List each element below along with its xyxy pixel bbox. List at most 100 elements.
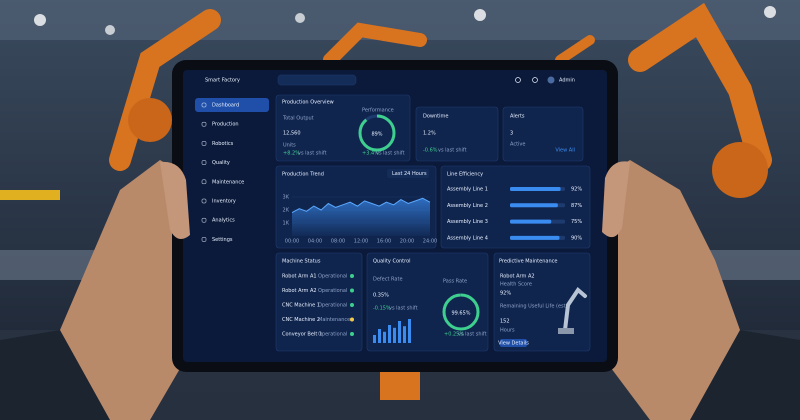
user-name[interactable]: Admin bbox=[559, 78, 575, 84]
x-tick-label: 24:00 bbox=[423, 239, 437, 245]
gauge-value: 89% bbox=[371, 132, 382, 138]
gauge-arc bbox=[358, 114, 396, 152]
status-dot bbox=[350, 288, 354, 293]
metric-compare: vs last shift bbox=[458, 332, 487, 338]
quality-bar bbox=[393, 327, 396, 343]
metric-value: 152 bbox=[500, 319, 510, 325]
line-name: Assembly Line 3 bbox=[447, 219, 488, 225]
metric-compare: vs last shift bbox=[376, 151, 405, 157]
metric-change: -0.15% bbox=[373, 306, 391, 312]
nav-icon bbox=[201, 179, 207, 185]
nav-item[interactable]: Quality bbox=[212, 160, 230, 166]
nav-icon bbox=[201, 141, 207, 146]
nav-item[interactable]: Production bbox=[212, 122, 239, 128]
metric-value: 0.35% bbox=[373, 293, 389, 299]
x-tick-label: 16:00 bbox=[377, 239, 391, 245]
x-tick-label: 04:00 bbox=[308, 239, 322, 245]
metric-change: -0.6% bbox=[423, 148, 438, 154]
details-button[interactable] bbox=[500, 339, 527, 347]
status-dot bbox=[350, 317, 354, 322]
quality-bar bbox=[398, 321, 401, 343]
x-tick-label: 12:00 bbox=[354, 239, 368, 245]
nav-item[interactable]: Analytics bbox=[212, 218, 235, 224]
machine-name: Robot Arm A2 bbox=[282, 288, 317, 294]
metric-label: Total Output bbox=[282, 116, 314, 122]
metric-value: 1.2% bbox=[423, 131, 436, 137]
metric-unit: Hours bbox=[500, 328, 515, 334]
range-select[interactable] bbox=[387, 169, 429, 178]
gauge-arc bbox=[442, 293, 480, 331]
metric-label: Health Score bbox=[500, 282, 532, 288]
nav-item[interactable]: Maintenance bbox=[212, 179, 244, 185]
search-icon[interactable] bbox=[515, 77, 521, 83]
metric-value: 12,560 bbox=[283, 131, 301, 137]
metric-compare: vs last shift bbox=[438, 148, 467, 154]
efficiency-label: 92% bbox=[571, 187, 582, 193]
quality-bar bbox=[383, 331, 386, 343]
robot-arm-icon bbox=[563, 287, 587, 332]
y-tick-label: 2K bbox=[283, 208, 290, 214]
maintenance-card bbox=[493, 252, 591, 352]
nav-item[interactable]: Settings bbox=[212, 237, 233, 243]
overview-card bbox=[275, 94, 411, 162]
metric-value: 92% bbox=[500, 291, 511, 297]
status-dot bbox=[350, 303, 354, 307]
nav-item[interactable]: Inventory bbox=[212, 199, 236, 205]
range-label[interactable]: Last 24 Hours bbox=[392, 171, 427, 177]
machines-card bbox=[275, 252, 363, 352]
nav-icon bbox=[201, 217, 207, 223]
quality-bar bbox=[403, 326, 406, 343]
machine-status: Operational bbox=[318, 332, 347, 338]
quality-bar bbox=[388, 325, 391, 343]
x-tick-label: 00:00 bbox=[285, 239, 299, 245]
downtime-card bbox=[415, 106, 499, 162]
nav-item[interactable]: Robotics bbox=[212, 141, 234, 147]
y-tick-label: 3K bbox=[283, 195, 290, 201]
button-label[interactable]: View Details bbox=[498, 341, 529, 347]
line-name: Assembly Line 4 bbox=[447, 235, 488, 241]
nav-icon bbox=[201, 121, 207, 127]
quality-bar bbox=[408, 319, 411, 343]
metric-label: Defect Rate bbox=[373, 277, 403, 283]
dashboard: Smart Factory Admin Dashboard Production Rob… bbox=[195, 74, 591, 352]
search-box[interactable] bbox=[277, 74, 357, 86]
link[interactable]: View All bbox=[555, 148, 575, 154]
card-title: Production Overview bbox=[282, 100, 334, 106]
thumbs bbox=[160, 161, 630, 239]
efficiency-label: 75% bbox=[571, 219, 582, 225]
metric-unit: Units bbox=[283, 143, 296, 149]
quality-bar bbox=[378, 329, 381, 343]
nav-item[interactable]: Dashboard bbox=[212, 103, 239, 109]
nav-active bbox=[195, 98, 269, 112]
efficiency-bar bbox=[510, 203, 558, 208]
trend-area bbox=[292, 198, 430, 236]
x-tick-label: 08:00 bbox=[331, 239, 345, 245]
hands bbox=[0, 160, 800, 420]
metric-label: Performance bbox=[362, 108, 394, 114]
card-title: Alerts bbox=[510, 114, 525, 120]
quality-bar bbox=[373, 335, 376, 343]
efficiency-bar bbox=[510, 219, 552, 224]
card-title: Quality Control bbox=[373, 259, 411, 265]
metric-label: Remaining Useful Life (est.) bbox=[500, 304, 569, 310]
metric-value: 3 bbox=[510, 131, 513, 137]
metric-change: +8.2% bbox=[283, 151, 300, 157]
machine-status: Operational bbox=[318, 288, 347, 294]
metric-compare: vs last shift bbox=[298, 151, 327, 157]
machine-name: CNC Machine 2 bbox=[282, 317, 320, 323]
metric-compare: vs last shift bbox=[389, 306, 418, 312]
notification-icon[interactable] bbox=[532, 77, 538, 83]
app-title: Smart Factory bbox=[205, 78, 240, 84]
efficiency-label: 90% bbox=[571, 235, 582, 241]
card-title: Production Trend bbox=[282, 172, 324, 178]
efficiency-label: 87% bbox=[571, 203, 582, 209]
machine-name: Conveyor Belt 1 bbox=[282, 332, 322, 338]
efficiency-bar bbox=[510, 187, 561, 191]
line-name: Assembly Line 1 bbox=[447, 187, 488, 193]
alerts-card bbox=[502, 106, 584, 162]
machine-status: Operational bbox=[318, 303, 347, 309]
card-title: Line Efficiency bbox=[447, 172, 483, 178]
avatar[interactable] bbox=[547, 76, 555, 84]
status-dot bbox=[350, 332, 354, 336]
